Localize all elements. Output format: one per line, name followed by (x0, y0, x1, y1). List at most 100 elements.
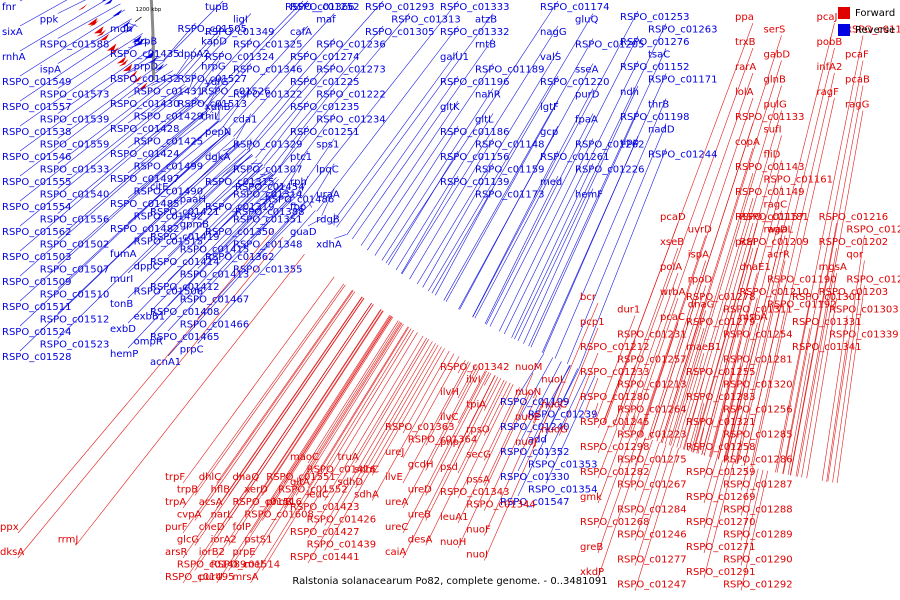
leader-line (188, 72, 196, 90)
legend-label-forward: Forward (855, 7, 896, 19)
gene-label: cda1 (233, 115, 257, 126)
leader-line (250, 309, 382, 509)
gene-label: RSPO_c01261 (540, 152, 610, 163)
leader-line (222, 177, 277, 227)
leader-line (167, 174, 275, 282)
gene-label: RSPO_c01284 (617, 505, 687, 516)
gene-label: maoC (290, 452, 319, 463)
leader-line (250, 321, 401, 559)
gene-label: ilvH (440, 387, 459, 398)
gene-label: maf (316, 15, 336, 26)
gene-label: fnr (2, 2, 17, 13)
leader-line (693, 222, 758, 453)
leader-line (167, 154, 252, 232)
gene-label: RSPO_c01239 (528, 410, 598, 421)
leader-line (638, 235, 707, 436)
gene-label: RSPO_c01515 (134, 237, 204, 248)
gene-label: RSPO_c01413 (180, 270, 250, 281)
leader-line (639, 97, 754, 436)
leader-line (425, 372, 490, 496)
gene-label: RSPO_c01539 (40, 115, 110, 126)
gene-label: RSPO_c01251 (290, 127, 360, 138)
gene-label: RSPO_c01275 (617, 455, 687, 466)
leader-line (307, 343, 436, 564)
leader-line (163, 22, 196, 60)
gene-label: RSPO_c01330 (500, 472, 570, 483)
gene-label: psd (440, 462, 458, 473)
gene-label: RSPO_c01236 (316, 40, 386, 51)
leader-line (250, 204, 310, 264)
gene-label: pcaF (845, 50, 869, 61)
leader-line (821, 315, 848, 481)
gene-label: RSPO_c01226 (575, 165, 645, 176)
gene-label: ragG (845, 100, 869, 111)
gene-label: RSPO_c01315 (205, 177, 275, 188)
gene-label: RSPO_c01270 (686, 517, 756, 528)
leader-line (629, 415, 636, 433)
forward-gene-arrow (132, 75, 142, 83)
gene-label: sdhA (354, 490, 379, 501)
forward-gene-arrow (119, 58, 129, 67)
leader-line (597, 421, 602, 429)
leader-line (578, 148, 667, 369)
gene-label: RSPO_c01220 (540, 77, 610, 88)
leader-line (744, 285, 786, 466)
gene-arrows (77, 0, 165, 91)
gene-label: pssA (466, 475, 490, 486)
leader-line (19, 87, 189, 227)
leader-line (489, 35, 639, 327)
gene-label: RSPO_c01333 (440, 2, 510, 13)
gene-label: RSPO_c01415 (180, 245, 250, 256)
gene-label: mel (244, 560, 263, 571)
leader-line (703, 462, 734, 579)
gene-label: qor (846, 250, 863, 261)
gene-label: RSPO_c01139 (440, 177, 510, 188)
leader-line (262, 322, 403, 546)
gene-label: RSPO_c01538 (2, 127, 72, 138)
leader-line (307, 320, 399, 464)
gene-label: RSPO_c01271 (686, 542, 756, 553)
gene-label: RSPO_c01313 (391, 15, 461, 26)
gene-label: RSPO_c01528 (2, 352, 72, 363)
reverse-gene-arrow (134, 38, 145, 46)
gene-label: trpB (177, 485, 198, 496)
gene-label: RSPO_c01268 (580, 517, 650, 528)
leader-line (228, 297, 365, 496)
gene-label: infA2 (817, 62, 843, 73)
gene-label: narL (211, 510, 234, 521)
leader-line (250, 326, 409, 584)
leader-line (801, 272, 837, 478)
gene-label: RSPO_c01346 (233, 65, 303, 76)
leader-line (216, 314, 391, 584)
gene-label: ppk (40, 15, 59, 26)
gene-label: RSPO_c01311 (723, 305, 793, 316)
leader-line (127, 121, 220, 199)
leader-line (167, 193, 296, 332)
gene-label: RSPO_c01222 (316, 90, 386, 101)
gene-label: ispA (688, 250, 709, 261)
gene-label: RSPO_c01540 (40, 190, 110, 201)
leader-line (19, 23, 136, 102)
gene-label: pulG (764, 100, 787, 111)
leader-line (555, 302, 599, 404)
gene-label: dnaQ (233, 472, 260, 483)
gene-label: RSPO_c01547 (500, 497, 570, 508)
gene-label: RSPO_c01441 (290, 552, 360, 563)
gene-label: RSPO_c01164 (845, 25, 900, 36)
gene-label: citE (150, 182, 169, 193)
gene-label: leuA1 (440, 512, 468, 523)
leader-line (324, 341, 433, 526)
gene-label: greB (580, 542, 603, 553)
leader-line (457, 392, 531, 549)
leader-line (151, 114, 213, 161)
gene-label: dgkA (205, 152, 230, 163)
leader-line (57, 0, 86, 14)
leader-line (17, 236, 284, 559)
leader-line (151, 137, 236, 211)
forward-gene-arrow (116, 56, 127, 64)
gene-label: RSPO_c01161 (764, 175, 834, 186)
leader-line (57, 151, 249, 339)
leader-line (664, 310, 707, 445)
gene-label: rarA (735, 62, 756, 73)
leader-line (167, 143, 241, 207)
